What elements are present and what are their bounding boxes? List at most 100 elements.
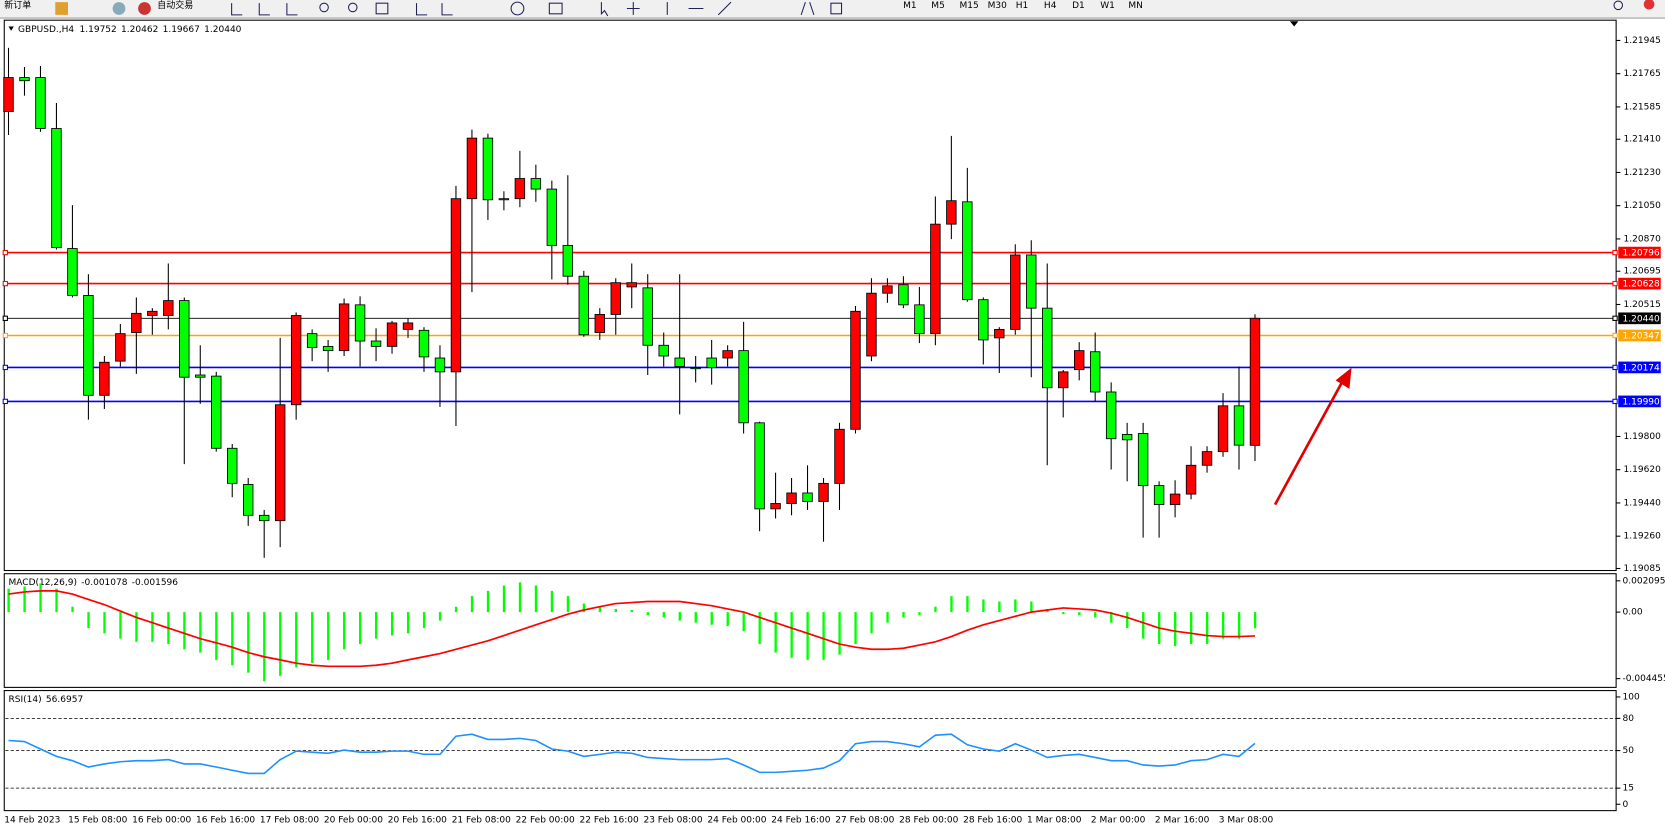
candle-body [1010, 254, 1021, 330]
timeframe-button[interactable]: W1 [1100, 1, 1115, 11]
macd-bar [311, 612, 314, 664]
level-label: 1.20796 [1622, 249, 1660, 259]
y-tick-label: 1.19085 [1624, 564, 1661, 574]
macd-bar [7, 588, 10, 613]
icon[interactable] [138, 2, 151, 15]
candle-body [850, 310, 861, 430]
macd-bar [1110, 612, 1113, 623]
macd-signal-line [8, 590, 1256, 668]
rsi-header: RSI(14) 56.6957 [9, 695, 84, 705]
x-tick-label: 28 Feb 16:00 [963, 816, 1022, 826]
timeframe-button[interactable]: M30 [988, 1, 1008, 11]
candle-body [83, 294, 94, 396]
toolbar-icons [231, 0, 1624, 17]
candle-body [1217, 405, 1229, 453]
toolbar-texts: 新订单 自动交易 M1 M5 M15 M30 H1 H4 D1 W1 MN [4, 0, 1143, 11]
macd-bar [582, 603, 586, 613]
macd-bar [998, 601, 1001, 613]
macd-bar [1062, 612, 1065, 615]
x-tick-label: 16 Feb 00:00 [132, 816, 191, 826]
toolbar-button[interactable]: 自动交易 [157, 0, 193, 11]
candle-body [179, 300, 190, 378]
icon[interactable] [510, 1, 525, 16]
macd-signal-value: -0.001596 [132, 578, 179, 588]
candle-body [898, 284, 909, 306]
y-tick-label: 1.19800 [1624, 432, 1662, 442]
timeframe-button[interactable]: MN [1128, 1, 1143, 11]
icon[interactable] [600, 1, 815, 17]
macd-bar [103, 612, 106, 634]
macd-bar [886, 612, 889, 623]
candle-body [466, 137, 478, 200]
notification-badge[interactable] [1643, 0, 1655, 10]
icon[interactable] [55, 2, 69, 15]
macd-bar [183, 612, 186, 650]
candle-body [1042, 307, 1053, 389]
timeframe-button[interactable]: M15 [959, 1, 978, 11]
level-label-box [1618, 329, 1661, 342]
macd-main-value: -0.001078 [81, 578, 128, 588]
macd-title: MACD(12,26,9) [9, 578, 77, 588]
toolbar-button[interactable]: 新订单 [4, 0, 31, 11]
timeframe-button[interactable]: M5 [931, 1, 945, 11]
y-tick-label: 1.21585 [1624, 102, 1661, 112]
x-tick-label: 1 Mar 08:00 [1027, 816, 1082, 826]
macd-bar [950, 596, 953, 613]
rsi-value: 56.6957 [46, 695, 83, 705]
macd-bar [23, 586, 26, 613]
candle-body [978, 299, 989, 341]
candle-body [914, 304, 925, 335]
timeframe-button[interactable]: H1 [1016, 1, 1029, 11]
macd-bar [135, 612, 138, 642]
macd-bar [790, 612, 793, 658]
candle-body [19, 77, 30, 82]
icon[interactable] [347, 2, 358, 13]
macd-bar [486, 590, 490, 613]
macd-panel [3, 573, 1617, 688]
macd-bar [822, 612, 825, 660]
icon[interactable] [231, 3, 453, 16]
macd-bar [902, 612, 905, 618]
macd-bar [199, 612, 202, 653]
macd-bar [343, 612, 346, 650]
candle-body [930, 223, 941, 335]
icon[interactable] [830, 2, 843, 15]
icon[interactable] [375, 2, 389, 15]
level-handle [2, 249, 8, 256]
candle-body [386, 322, 398, 347]
macd-bar [390, 612, 394, 636]
y-tick-label: 0 [1622, 800, 1628, 810]
timeframe-button[interactable]: H4 [1044, 1, 1057, 11]
y-tick-label: 15 [1622, 784, 1633, 794]
rsi-line [8, 733, 1256, 775]
macd-bar [438, 612, 442, 621]
candle-body [258, 514, 270, 522]
candle-body [227, 447, 238, 484]
icon[interactable] [548, 2, 563, 15]
timeframe-button[interactable]: D1 [1072, 1, 1085, 11]
candle-body [1105, 391, 1117, 440]
candle-body [738, 350, 749, 424]
icon[interactable] [1613, 0, 1624, 11]
candle-body [1201, 451, 1213, 466]
macd-bar [454, 606, 458, 613]
level-handle [1612, 332, 1618, 339]
y-tick-label: 1.21050 [1624, 201, 1662, 211]
main-header: GBPUSD.,H4 1.19752 1.20462 1.19667 1.20440 [18, 25, 242, 35]
candle-body [1073, 350, 1085, 371]
macd-bar [934, 606, 937, 613]
timeframe-button[interactable]: M1 [903, 1, 917, 11]
macd-bar [646, 612, 649, 616]
candle-body [3, 77, 14, 112]
candle-body [626, 282, 637, 288]
macd-bar [870, 612, 873, 634]
macd-bar [918, 612, 921, 616]
candle-body [354, 304, 366, 342]
macd-bar [1094, 612, 1097, 618]
icon[interactable] [319, 2, 329, 13]
y-tick-label: 1.20695 [1624, 267, 1661, 277]
icon[interactable] [112, 2, 126, 15]
macd-bar [55, 588, 58, 613]
macd-header: MACD(12,26,9) -0.001078 -0.001596 [9, 578, 179, 588]
